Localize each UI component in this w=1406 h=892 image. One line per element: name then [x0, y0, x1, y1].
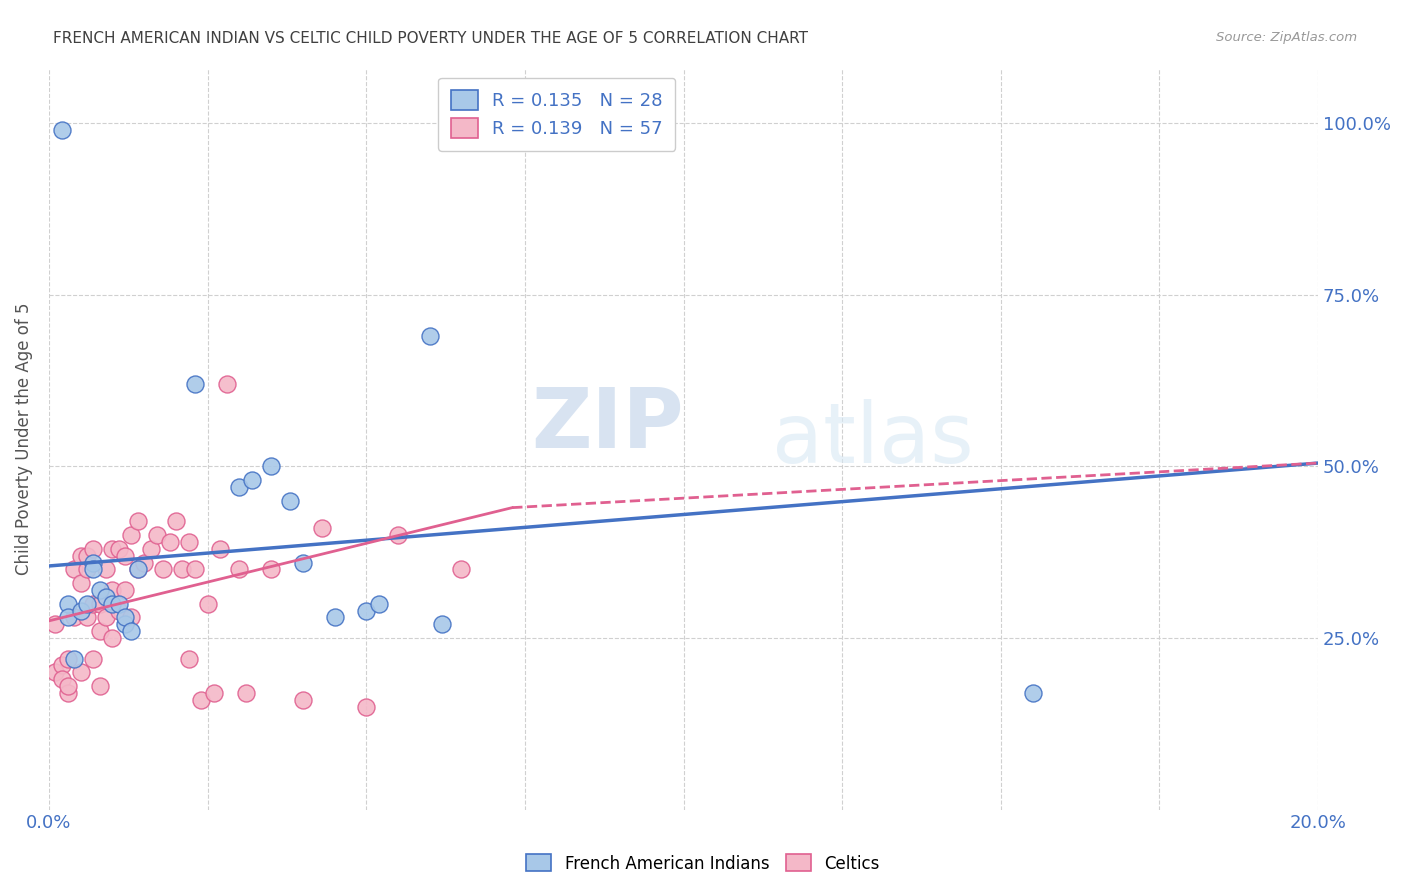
Point	[356, 603, 378, 617]
Point	[82, 651, 104, 665]
Point	[197, 597, 219, 611]
Point	[121, 610, 143, 624]
Text: ZIP: ZIP	[531, 384, 683, 465]
Point	[127, 562, 149, 576]
Point	[127, 514, 149, 528]
Point	[184, 377, 207, 392]
Point	[63, 610, 86, 624]
Point	[184, 562, 207, 576]
Point	[228, 480, 250, 494]
Point	[114, 582, 136, 597]
Legend: French American Indians, Celtics: French American Indians, Celtics	[520, 847, 886, 880]
Point	[76, 610, 98, 624]
Point	[134, 556, 156, 570]
Point	[82, 556, 104, 570]
Point	[69, 665, 91, 680]
Point	[56, 651, 79, 665]
Point	[235, 686, 257, 700]
Point	[94, 590, 117, 604]
Text: Source: ZipAtlas.com: Source: ZipAtlas.com	[1216, 31, 1357, 45]
Point	[1021, 686, 1043, 700]
Point	[89, 624, 111, 639]
Point	[82, 597, 104, 611]
Point	[101, 582, 124, 597]
Point	[69, 576, 91, 591]
Point	[177, 535, 200, 549]
Point	[107, 541, 129, 556]
Point	[127, 562, 149, 576]
Point	[190, 692, 212, 706]
Point	[114, 610, 136, 624]
Point	[291, 692, 314, 706]
Point	[94, 610, 117, 624]
Point	[76, 549, 98, 563]
Point	[356, 699, 378, 714]
Point	[114, 617, 136, 632]
Point	[56, 610, 79, 624]
Point	[387, 528, 409, 542]
Point	[63, 562, 86, 576]
Point	[69, 549, 91, 563]
Point	[260, 459, 283, 474]
Text: FRENCH AMERICAN INDIAN VS CELTIC CHILD POVERTY UNDER THE AGE OF 5 CORRELATION CH: FRENCH AMERICAN INDIAN VS CELTIC CHILD P…	[53, 31, 808, 46]
Point	[51, 672, 73, 686]
Point	[152, 562, 174, 576]
Point	[323, 610, 346, 624]
Y-axis label: Child Poverty Under the Age of 5: Child Poverty Under the Age of 5	[15, 302, 32, 575]
Point	[101, 597, 124, 611]
Point	[215, 377, 238, 392]
Point	[209, 541, 232, 556]
Point	[44, 617, 66, 632]
Point	[107, 603, 129, 617]
Point	[82, 541, 104, 556]
Point	[101, 631, 124, 645]
Point	[228, 562, 250, 576]
Point	[114, 549, 136, 563]
Point	[121, 528, 143, 542]
Point	[291, 556, 314, 570]
Point	[94, 562, 117, 576]
Point	[51, 123, 73, 137]
Point	[76, 562, 98, 576]
Point	[63, 651, 86, 665]
Text: atlas: atlas	[772, 399, 974, 480]
Point	[56, 686, 79, 700]
Point	[432, 617, 454, 632]
Point	[101, 541, 124, 556]
Point	[121, 624, 143, 639]
Point	[146, 528, 169, 542]
Point	[107, 597, 129, 611]
Legend: R = 0.135   N = 28, R = 0.139   N = 57: R = 0.135 N = 28, R = 0.139 N = 57	[437, 78, 675, 151]
Point	[419, 329, 441, 343]
Point	[56, 597, 79, 611]
Point	[139, 541, 162, 556]
Point	[177, 651, 200, 665]
Point	[76, 597, 98, 611]
Point	[202, 686, 225, 700]
Point	[89, 597, 111, 611]
Point	[159, 535, 181, 549]
Point	[278, 493, 301, 508]
Point	[69, 603, 91, 617]
Point	[240, 473, 263, 487]
Point	[311, 521, 333, 535]
Point	[82, 562, 104, 576]
Point	[89, 582, 111, 597]
Point	[172, 562, 194, 576]
Point	[89, 679, 111, 693]
Point	[44, 665, 66, 680]
Point	[368, 597, 391, 611]
Point	[260, 562, 283, 576]
Point	[56, 679, 79, 693]
Point	[165, 514, 187, 528]
Point	[450, 562, 472, 576]
Point	[51, 658, 73, 673]
